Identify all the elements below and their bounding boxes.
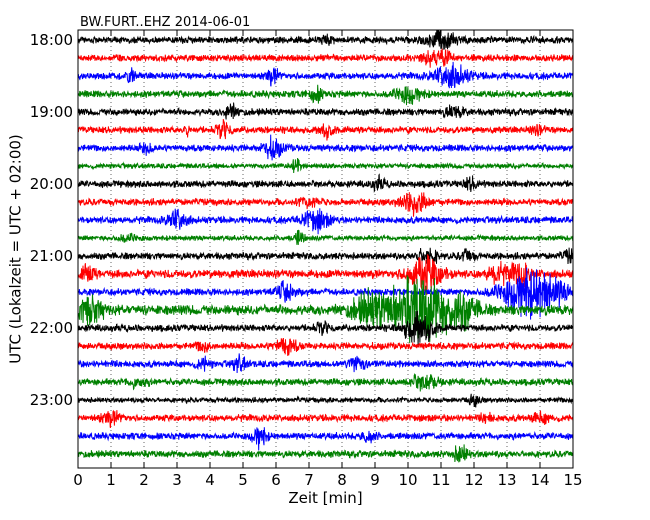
x-tick-label-12: 12 — [464, 471, 483, 489]
x-tick-label-6: 6 — [271, 471, 281, 489]
x-tick-label-4: 4 — [205, 471, 215, 489]
trace-4 — [78, 102, 573, 120]
trace-14 — [78, 267, 573, 320]
x-axis-label: Zeit [min] — [288, 489, 362, 507]
y-tick-label-1: 19:00 — [30, 103, 73, 121]
y-axis-ticks: 18:00 19:00 20:00 21:00 22:00 23:00 — [30, 31, 573, 409]
plot-frame — [77, 29, 574, 469]
x-tick-label-10: 10 — [398, 471, 417, 489]
trace-13 — [78, 254, 573, 295]
x-tick-label-15: 15 — [563, 471, 582, 489]
x-tick-label-5: 5 — [238, 471, 248, 489]
x-tick-label-0: 0 — [73, 471, 83, 489]
trace-15 — [78, 275, 573, 344]
trace-3 — [78, 84, 573, 106]
x-tick-label-9: 9 — [370, 471, 380, 489]
trace-21 — [78, 409, 573, 429]
y-tick-label-4: 22:00 — [30, 319, 73, 337]
x-tick-label-8: 8 — [337, 471, 347, 489]
trace-20 — [78, 393, 573, 408]
trace-10 — [78, 208, 573, 235]
x-tick-label-13: 13 — [497, 471, 516, 489]
trace-16 — [78, 310, 573, 348]
x-tick-label-3: 3 — [172, 471, 182, 489]
trace-5 — [78, 118, 573, 141]
trace-8 — [78, 173, 573, 193]
trace-19 — [78, 372, 573, 392]
trace-6 — [78, 134, 573, 161]
trace-11 — [78, 229, 573, 245]
trace-17 — [78, 337, 573, 356]
y-tick-label-0: 18:00 — [30, 31, 73, 49]
y-tick-label-2: 20:00 — [30, 175, 73, 193]
trace-0 — [78, 30, 573, 50]
seismic-traces — [78, 30, 573, 463]
y-axis-label: UTC (Lokalzeit = UTC + 02:00) — [7, 134, 25, 364]
y-tick-label-3: 21:00 — [30, 247, 73, 265]
trace-1 — [78, 48, 573, 68]
x-tick-label-2: 2 — [139, 471, 149, 489]
x-tick-label-7: 7 — [304, 471, 314, 489]
y-tick-label-5: 23:00 — [30, 391, 73, 409]
x-tick-label-1: 1 — [106, 471, 116, 489]
chart-title: BW.FURT..EHZ 2014-06-01 — [80, 15, 250, 30]
trace-12 — [78, 247, 573, 265]
trace-23 — [78, 444, 573, 463]
x-axis-ticks: 0 1 2 3 4 5 6 7 8 9 10 11 12 13 14 15 — [73, 30, 583, 489]
trace-22 — [78, 427, 573, 451]
x-tick-label-11: 11 — [431, 471, 450, 489]
x-tick-label-14: 14 — [530, 471, 549, 489]
trace-9 — [78, 192, 573, 217]
trace-7 — [78, 157, 573, 174]
trace-18 — [78, 353, 573, 374]
trace-2 — [78, 61, 573, 89]
